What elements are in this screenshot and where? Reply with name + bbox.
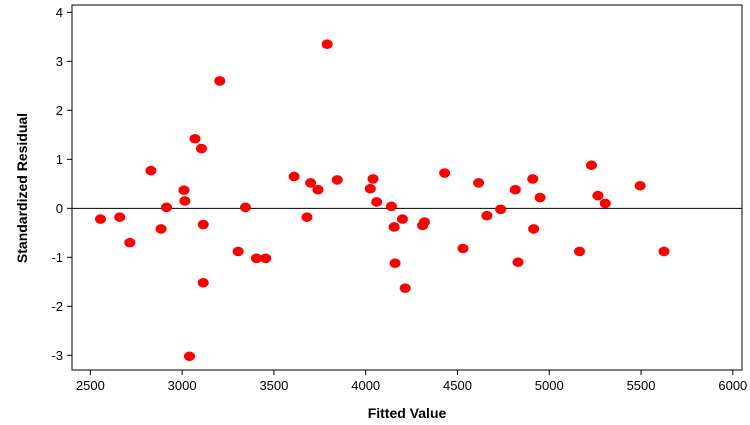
y-axis: -3 -2 -1 0 1 2 3 4	[51, 5, 72, 363]
data-point	[124, 237, 136, 248]
data-point	[114, 212, 126, 222]
data-point	[495, 204, 507, 215]
data-point	[161, 202, 173, 213]
y-tick-label: -3	[51, 348, 63, 363]
x-axis-title: Fitted Value	[368, 405, 447, 421]
data-point	[634, 180, 646, 191]
data-point	[197, 219, 209, 230]
data-point	[178, 185, 190, 195]
data-point	[321, 39, 333, 49]
data-point	[214, 76, 226, 86]
data-point	[301, 212, 313, 222]
x-tick-label: 5000	[535, 378, 564, 393]
data-point	[527, 174, 539, 184]
data-point	[457, 243, 469, 254]
data-point	[658, 246, 670, 257]
y-tick-label: 3	[56, 54, 63, 69]
data-point	[534, 192, 546, 203]
data-point	[145, 165, 157, 176]
x-tick-label: 6000	[718, 378, 747, 393]
data-point	[371, 197, 383, 207]
data-points	[94, 39, 670, 362]
data-point	[364, 183, 376, 194]
data-point	[528, 224, 540, 234]
data-point	[509, 184, 521, 195]
data-point	[239, 202, 251, 213]
data-point	[195, 143, 207, 154]
x-tick-label: 2500	[76, 378, 105, 393]
data-point	[512, 257, 524, 268]
x-tick-label: 3500	[259, 378, 288, 393]
data-point	[155, 224, 167, 234]
data-point	[260, 253, 272, 264]
x-tick-label: 5500	[627, 378, 656, 393]
data-point	[385, 201, 397, 212]
data-point	[288, 171, 300, 182]
data-point	[197, 277, 209, 288]
y-tick-label: 0	[56, 201, 63, 216]
data-point	[183, 351, 195, 362]
data-point	[439, 168, 451, 178]
y-tick-label: 4	[56, 5, 63, 20]
x-tick-label: 4000	[351, 378, 380, 393]
data-point	[585, 160, 597, 171]
data-point	[94, 214, 106, 224]
data-point	[232, 246, 244, 257]
x-tick-label: 3000	[168, 378, 197, 393]
data-point	[388, 222, 400, 232]
data-point	[389, 258, 401, 268]
data-point	[367, 174, 379, 184]
data-point	[592, 190, 604, 201]
data-point	[418, 217, 430, 227]
y-tick-label: 1	[56, 152, 63, 167]
data-point	[473, 178, 485, 188]
data-point	[250, 253, 262, 264]
data-point	[399, 283, 411, 293]
y-tick-label: 2	[56, 103, 63, 118]
data-point	[481, 210, 493, 221]
data-point	[396, 214, 408, 224]
data-point	[599, 198, 611, 209]
x-tick-label: 4500	[443, 378, 472, 393]
data-point	[179, 196, 191, 206]
data-point	[331, 175, 343, 185]
data-point	[312, 184, 324, 195]
y-tick-label: -1	[51, 250, 63, 265]
y-tick-label: -2	[51, 299, 63, 314]
data-point	[305, 178, 317, 188]
data-point	[574, 246, 586, 257]
data-point	[189, 133, 201, 144]
x-axis: 2500 3000 3500 4000 4500 5000 5500 6000	[76, 370, 747, 393]
y-axis-title: Standardized Residual	[14, 113, 30, 263]
